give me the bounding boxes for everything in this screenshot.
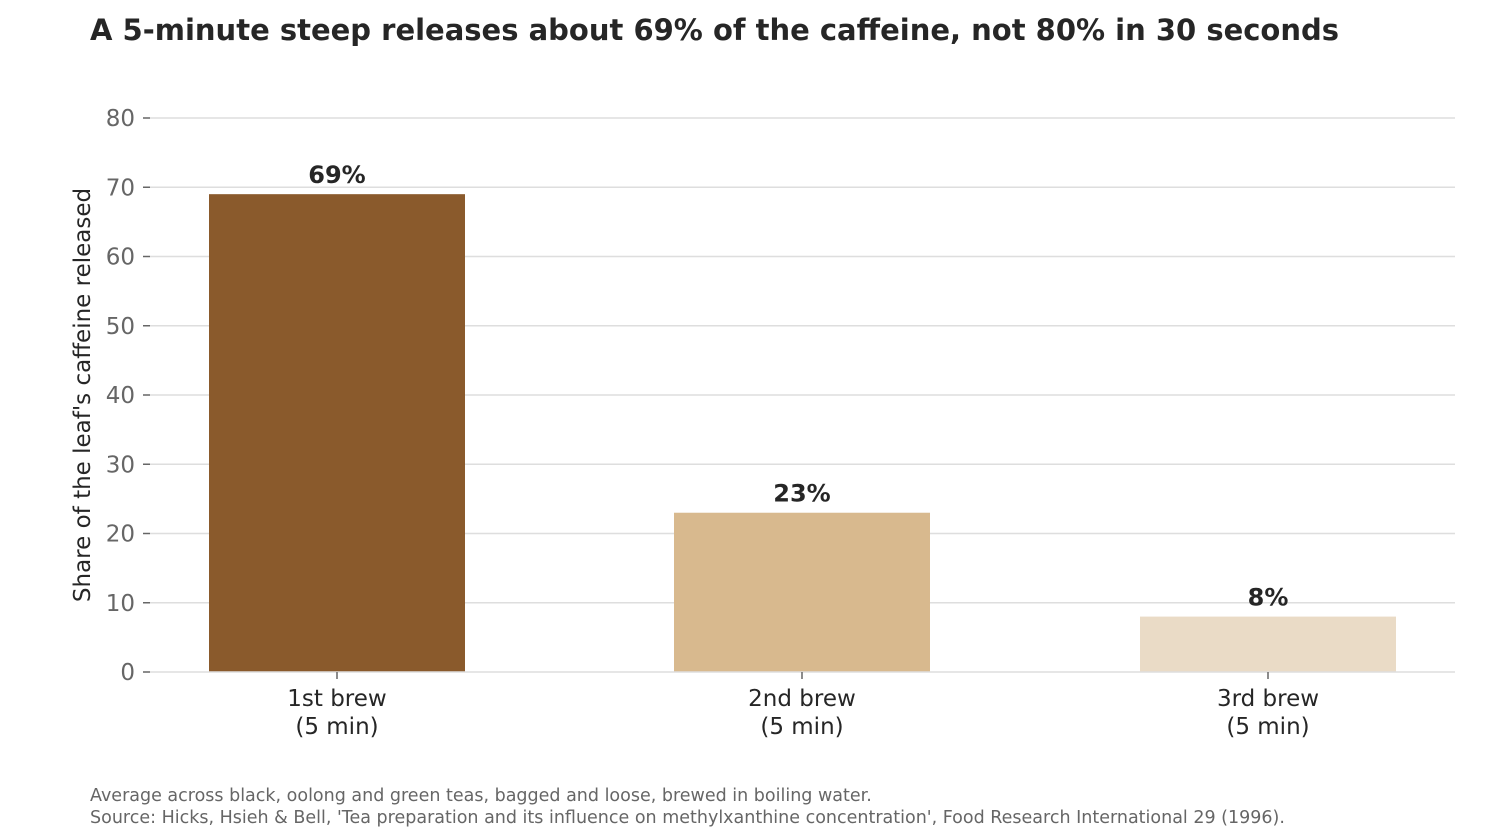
bar-value-label: 69% xyxy=(308,161,365,189)
bar-value-label: 23% xyxy=(773,480,830,508)
y-tick-label: 20 xyxy=(106,522,135,548)
y-tick-label: 40 xyxy=(106,383,135,409)
data-labels: 69% 23% 8% xyxy=(308,161,1288,611)
footnote-source: Source: Hicks, Hsieh & Bell, 'Tea prepar… xyxy=(90,808,1285,828)
bar xyxy=(674,512,930,672)
bar xyxy=(209,194,465,673)
y-axis-title: Share of the leaf's caffeine released xyxy=(70,188,96,602)
footnote-method: Average across black, oolong and green t… xyxy=(90,786,872,806)
bars xyxy=(209,194,1396,673)
bar-value-label: 8% xyxy=(1248,584,1289,612)
y-tick-label: 50 xyxy=(106,314,135,340)
y-tick-label: 60 xyxy=(106,245,135,271)
x-tick-label: 3rd brew (5 min) xyxy=(1217,686,1319,740)
y-tick-label: 80 xyxy=(106,106,135,132)
bar xyxy=(1140,616,1396,672)
y-tick-label: 70 xyxy=(106,175,135,201)
chart-title: A 5-minute steep releases about 69% of t… xyxy=(90,13,1339,47)
y-tick-label: 30 xyxy=(106,452,135,478)
x-tick-label: 1st brew (5 min) xyxy=(287,686,386,740)
axes: 0 10 20 30 40 50 60 70 80 1st brew (5 min) 2nd brew… xyxy=(106,106,1455,740)
x-tick-label: 2nd brew (5 min) xyxy=(748,686,856,740)
y-tick-label: 0 xyxy=(120,660,135,686)
y-tick-label: 10 xyxy=(106,591,135,617)
